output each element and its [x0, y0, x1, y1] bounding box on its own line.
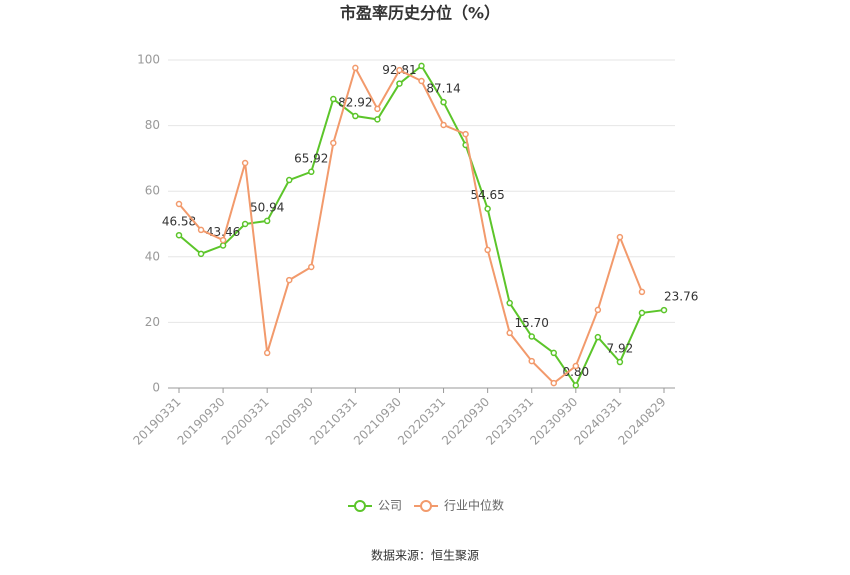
point	[484, 205, 491, 212]
point	[352, 112, 359, 120]
legend-label: 公司	[378, 499, 402, 513]
data-label: 65.92	[294, 151, 328, 165]
legend-label: 行业中位数	[444, 498, 504, 513]
y-tick-label: 40	[145, 249, 160, 263]
point	[241, 159, 249, 167]
point	[572, 382, 580, 389]
point	[594, 333, 602, 341]
point	[462, 130, 469, 138]
data-label: 23.76	[664, 290, 698, 304]
point	[418, 77, 425, 85]
data-label: 46.58	[162, 215, 196, 229]
point	[330, 139, 337, 147]
point	[594, 306, 602, 314]
data-label: 54.65	[470, 188, 504, 202]
legend-marker	[354, 500, 366, 512]
point	[308, 263, 315, 271]
point	[241, 220, 249, 228]
point	[285, 276, 293, 284]
point	[484, 246, 491, 254]
point	[308, 168, 315, 176]
point	[506, 299, 513, 307]
point	[616, 358, 624, 366]
y-tick-label: 0	[152, 381, 160, 395]
point	[219, 242, 227, 249]
data-label: 87.14	[426, 82, 460, 96]
point	[638, 309, 646, 317]
point	[638, 288, 646, 296]
y-tick-label: 80	[145, 118, 160, 132]
point	[197, 226, 205, 234]
point	[197, 250, 205, 258]
point	[528, 333, 535, 340]
point	[528, 357, 535, 365]
point	[660, 306, 668, 314]
y-tick-label: 100	[137, 53, 160, 67]
point	[374, 116, 381, 123]
point	[263, 349, 271, 357]
data-label: 15.70	[515, 316, 549, 330]
chart-title: 市盈率历史分位（%）	[340, 4, 500, 23]
point	[175, 231, 183, 239]
y-tick-label: 60	[145, 184, 160, 198]
x-tick-label: 20240829	[616, 395, 669, 448]
point	[440, 121, 447, 129]
series-line	[178, 65, 643, 385]
point	[396, 80, 403, 87]
data-label: 0.80	[562, 365, 589, 379]
y-tick-label: 20	[145, 315, 160, 329]
point	[440, 98, 447, 106]
point	[572, 362, 580, 370]
data-label: 7.92	[607, 342, 634, 356]
point	[352, 64, 359, 72]
point	[285, 176, 293, 184]
point	[219, 236, 227, 244]
point	[616, 233, 624, 241]
point	[418, 62, 425, 70]
point	[506, 329, 513, 337]
point	[263, 217, 271, 225]
point	[175, 200, 183, 208]
point	[330, 95, 337, 103]
source: 数据来源：恒生聚源	[371, 548, 479, 563]
data-label: 50.94	[250, 200, 284, 214]
point	[550, 349, 558, 357]
legend-marker	[420, 500, 433, 512]
point	[550, 379, 558, 387]
point	[374, 105, 381, 113]
point	[396, 66, 403, 74]
